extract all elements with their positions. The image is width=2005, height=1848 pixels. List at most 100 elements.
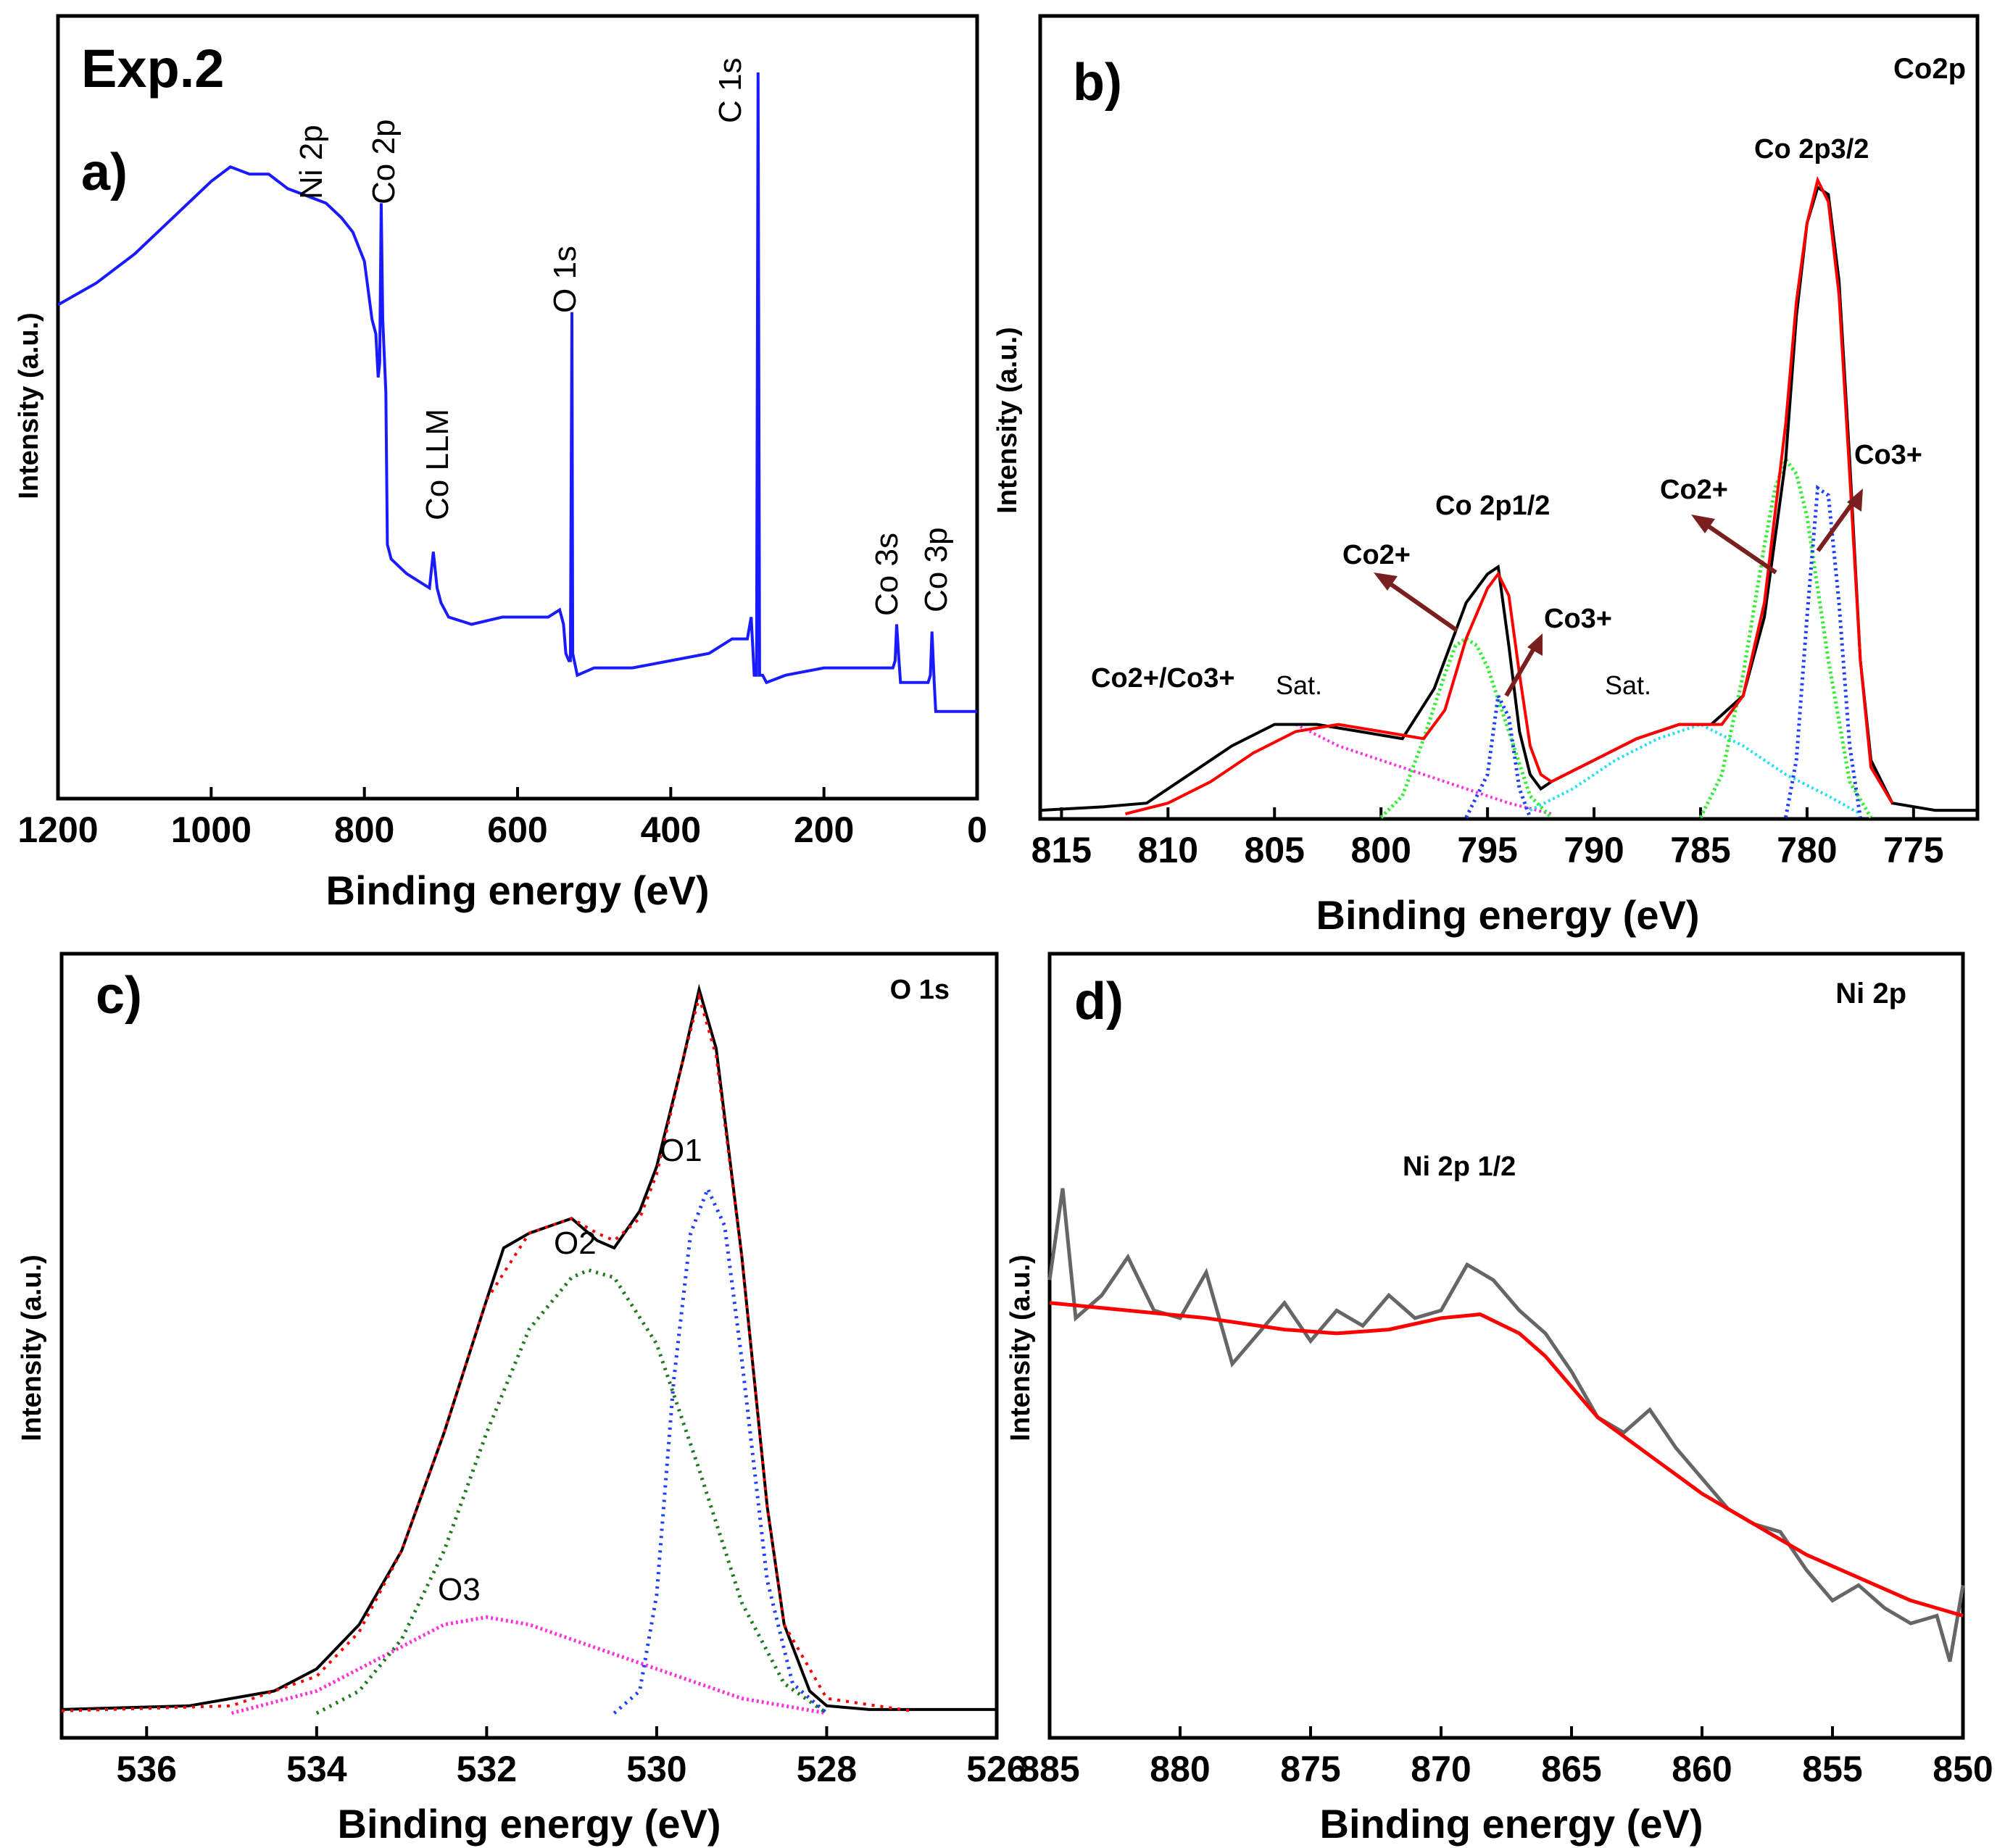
panel-c-panel-label: c) <box>96 967 142 1025</box>
panel-b-annotation-co2-right: Co2+ <box>1660 475 1728 505</box>
panel-b-xtick-label-815: 815 <box>1031 830 1092 870</box>
panel-c-x-axis-label: Binding energy (eV) <box>338 1801 721 1847</box>
panel-d-xtick-label-885: 885 <box>1019 1749 1079 1789</box>
panel-b-annotation-co2-left: Co2+ <box>1342 540 1411 570</box>
panel-b-annotation-co3-left: Co3+ <box>1544 604 1612 634</box>
panel-c-O3-curve <box>231 1615 827 1715</box>
panel-b-frame <box>1038 14 1980 821</box>
panel-b-annotation-co2p12: Co 2p1/2 <box>1435 491 1550 521</box>
panel-c-O1-curve <box>613 1184 829 1715</box>
panel-d-xtick-label-855: 855 <box>1802 1749 1862 1789</box>
panel-d-title: Ni 2p <box>1835 978 1906 1010</box>
panel-a-peak-collm: Co LLM <box>420 409 455 520</box>
panel-c-frame <box>59 952 999 1740</box>
panel-c-O2-curve <box>315 1268 828 1715</box>
panel-c-peak-O1: O1 <box>660 1133 702 1168</box>
panel-a-x-axis-label: Binding energy (eV) <box>326 867 710 913</box>
panel-d-experimental-line <box>1047 1188 1965 1662</box>
panel-d-fit-line <box>1049 1301 1964 1618</box>
panel-b-xtick-label-780: 780 <box>1777 830 1837 870</box>
panel-c-xtick-label-532: 532 <box>457 1749 517 1789</box>
panel-a-xtick-label-800: 800 <box>334 809 394 850</box>
panel-b-title: Co2p <box>1893 53 1966 85</box>
panel-a-peak-o1s: O 1s <box>547 246 583 313</box>
panel-a-xtick-label-1200: 1200 <box>17 809 98 850</box>
panel-a: 1200 1000 800 600 400 200 0 Exp.2 a) Ni 2p Co … <box>14 14 987 913</box>
panel-a-peak-c1s: C 1s <box>713 58 748 123</box>
panel-b-arrow-co2-p32 <box>1701 520 1777 575</box>
panel-b-xtick-label-810: 810 <box>1138 830 1198 870</box>
panel-b-sat-780-curve <box>1529 723 1861 815</box>
panel-a-ticks: 1200 1000 800 600 400 200 0 <box>17 787 987 850</box>
panel-b-arrow-co3-p32 <box>1816 497 1858 552</box>
panel-c-xtick-label-536: 536 <box>117 1749 177 1789</box>
panel-a-frame <box>56 14 979 801</box>
panel-d-xtick-label-875: 875 <box>1280 1749 1340 1789</box>
panel-d-ticks: 885 880 875 870 865 860 855 850 <box>1019 1726 1993 1789</box>
panel-c-fit-line <box>61 991 912 1712</box>
panel-d: 885 880 875 870 865 860 855 850 d) Ni 2p Ni 2p … <box>1005 952 1993 1847</box>
panel-b-arrowhead-co2-p12 <box>1374 573 1398 591</box>
panel-a-xtick-label-0: 0 <box>967 809 987 850</box>
panel-b-xtick-label-790: 790 <box>1564 830 1624 870</box>
panel-a-peak-co3p: Co 3p <box>918 528 954 612</box>
panel-a-peak-co3s: Co 3s <box>869 533 905 616</box>
panel-c-peak-O3: O3 <box>438 1572 481 1607</box>
panel-a-peak-co2p: Co 2p <box>366 120 402 204</box>
panel-b-co2p12-co2-curve <box>1379 636 1553 819</box>
panel-d-y-axis-label: Intensity (a.u.) <box>1005 1254 1036 1441</box>
panel-d-frame <box>1047 952 1965 1740</box>
panel-a-survey-line <box>57 72 977 713</box>
panel-b-annotation-co3-right: Co3+ <box>1854 440 1922 470</box>
panel-b-arrow-co3-p12 <box>1504 642 1539 697</box>
panel-c-experimental-line <box>61 983 997 1711</box>
panel-b-panel-label: b) <box>1073 54 1122 112</box>
panel-b-co2p12-co3-curve <box>1464 689 1532 819</box>
panel-a-xtick-label-600: 600 <box>487 809 547 850</box>
panel-c-xtick-label-526: 526 <box>966 1749 1026 1789</box>
panel-a-panel-label: a) <box>81 143 128 201</box>
panel-c-title: O 1s <box>890 975 950 1005</box>
panel-c-xtick-label-530: 530 <box>626 1749 686 1789</box>
panel-d-x-axis-label: Binding energy (eV) <box>1320 1801 1703 1847</box>
panel-b-xtick-label-785: 785 <box>1670 830 1730 870</box>
panel-b-x-axis-label: Binding energy (eV) <box>1316 892 1700 938</box>
panel-b-annotation-sat-left: Sat. <box>1276 670 1322 700</box>
panel-d-xtick-label-860: 860 <box>1672 1749 1732 1789</box>
panel-b-arrow-co2-p12 <box>1383 578 1458 633</box>
panel-c-xtick-label-534: 534 <box>286 1749 347 1789</box>
panel-c-peak-O2: O2 <box>554 1225 597 1261</box>
panel-b-annotation-co2-co3: Co2+/Co3+ <box>1091 663 1235 694</box>
panel-d-xtick-label-865: 865 <box>1541 1749 1601 1789</box>
panel-a-xtick-label-200: 200 <box>794 809 854 850</box>
panel-b-co2p32-co3-curve <box>1784 485 1862 818</box>
panel-b-co2-sat-curve <box>1295 723 1552 816</box>
panel-a-exp-title: Exp.2 <box>81 38 224 99</box>
panel-b-ticks: 815 810 805 800 795 790 785 780 775 <box>1031 807 1944 870</box>
panel-b-fit-line <box>1125 175 1894 816</box>
panel-d-annotation-ni2p12: Ni 2p 1/2 <box>1403 1152 1516 1182</box>
panel-b-annotation-sat-right: Sat. <box>1605 670 1651 700</box>
panel-b-xtick-label-800: 800 <box>1350 830 1411 870</box>
panel-c-ticks: 536 534 532 530 528 526 <box>117 1726 1027 1789</box>
panel-a-y-axis-label: Intensity (a.u.) <box>14 312 44 499</box>
panel-b-xtick-label-805: 805 <box>1245 830 1305 870</box>
panel-b-xtick-label-795: 795 <box>1457 830 1517 870</box>
panel-a-xtick-label-400: 400 <box>641 809 701 850</box>
panel-b-xtick-label-775: 775 <box>1883 830 1943 870</box>
panel-d-xtick-label-880: 880 <box>1150 1749 1210 1789</box>
panel-d-panel-label: d) <box>1074 973 1124 1031</box>
panel-b-y-axis-label: Intensity (a.u.) <box>992 327 1023 514</box>
panel-b-arrowhead-co2-p32 <box>1691 515 1715 533</box>
panel-b-annotation-co2p32: Co 2p3/2 <box>1754 134 1869 165</box>
panel-a-xtick-label-1000: 1000 <box>171 809 252 850</box>
panel-a-peak-ni2p: Ni 2p <box>294 125 329 199</box>
panel-c-xtick-label-528: 528 <box>797 1749 857 1789</box>
panel-c: 536 534 532 530 528 526 c) O 1s O1 O2 O3 Bind… <box>17 952 1027 1847</box>
panel-d-xtick-label-870: 870 <box>1411 1749 1471 1789</box>
panel-d-xtick-label-850: 850 <box>1933 1749 1993 1789</box>
panel-b: 815 810 805 800 795 790 785 780 775 b) Co2p Co 2… <box>992 14 1980 938</box>
panel-c-y-axis-label: Intensity (a.u.) <box>17 1254 47 1441</box>
panel-b-arrowhead-co3-p32 <box>1847 488 1863 512</box>
